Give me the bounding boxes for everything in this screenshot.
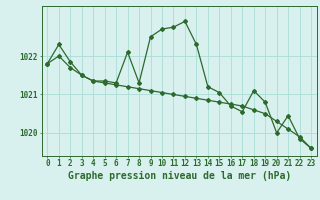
X-axis label: Graphe pression niveau de la mer (hPa): Graphe pression niveau de la mer (hPa) [68,171,291,181]
